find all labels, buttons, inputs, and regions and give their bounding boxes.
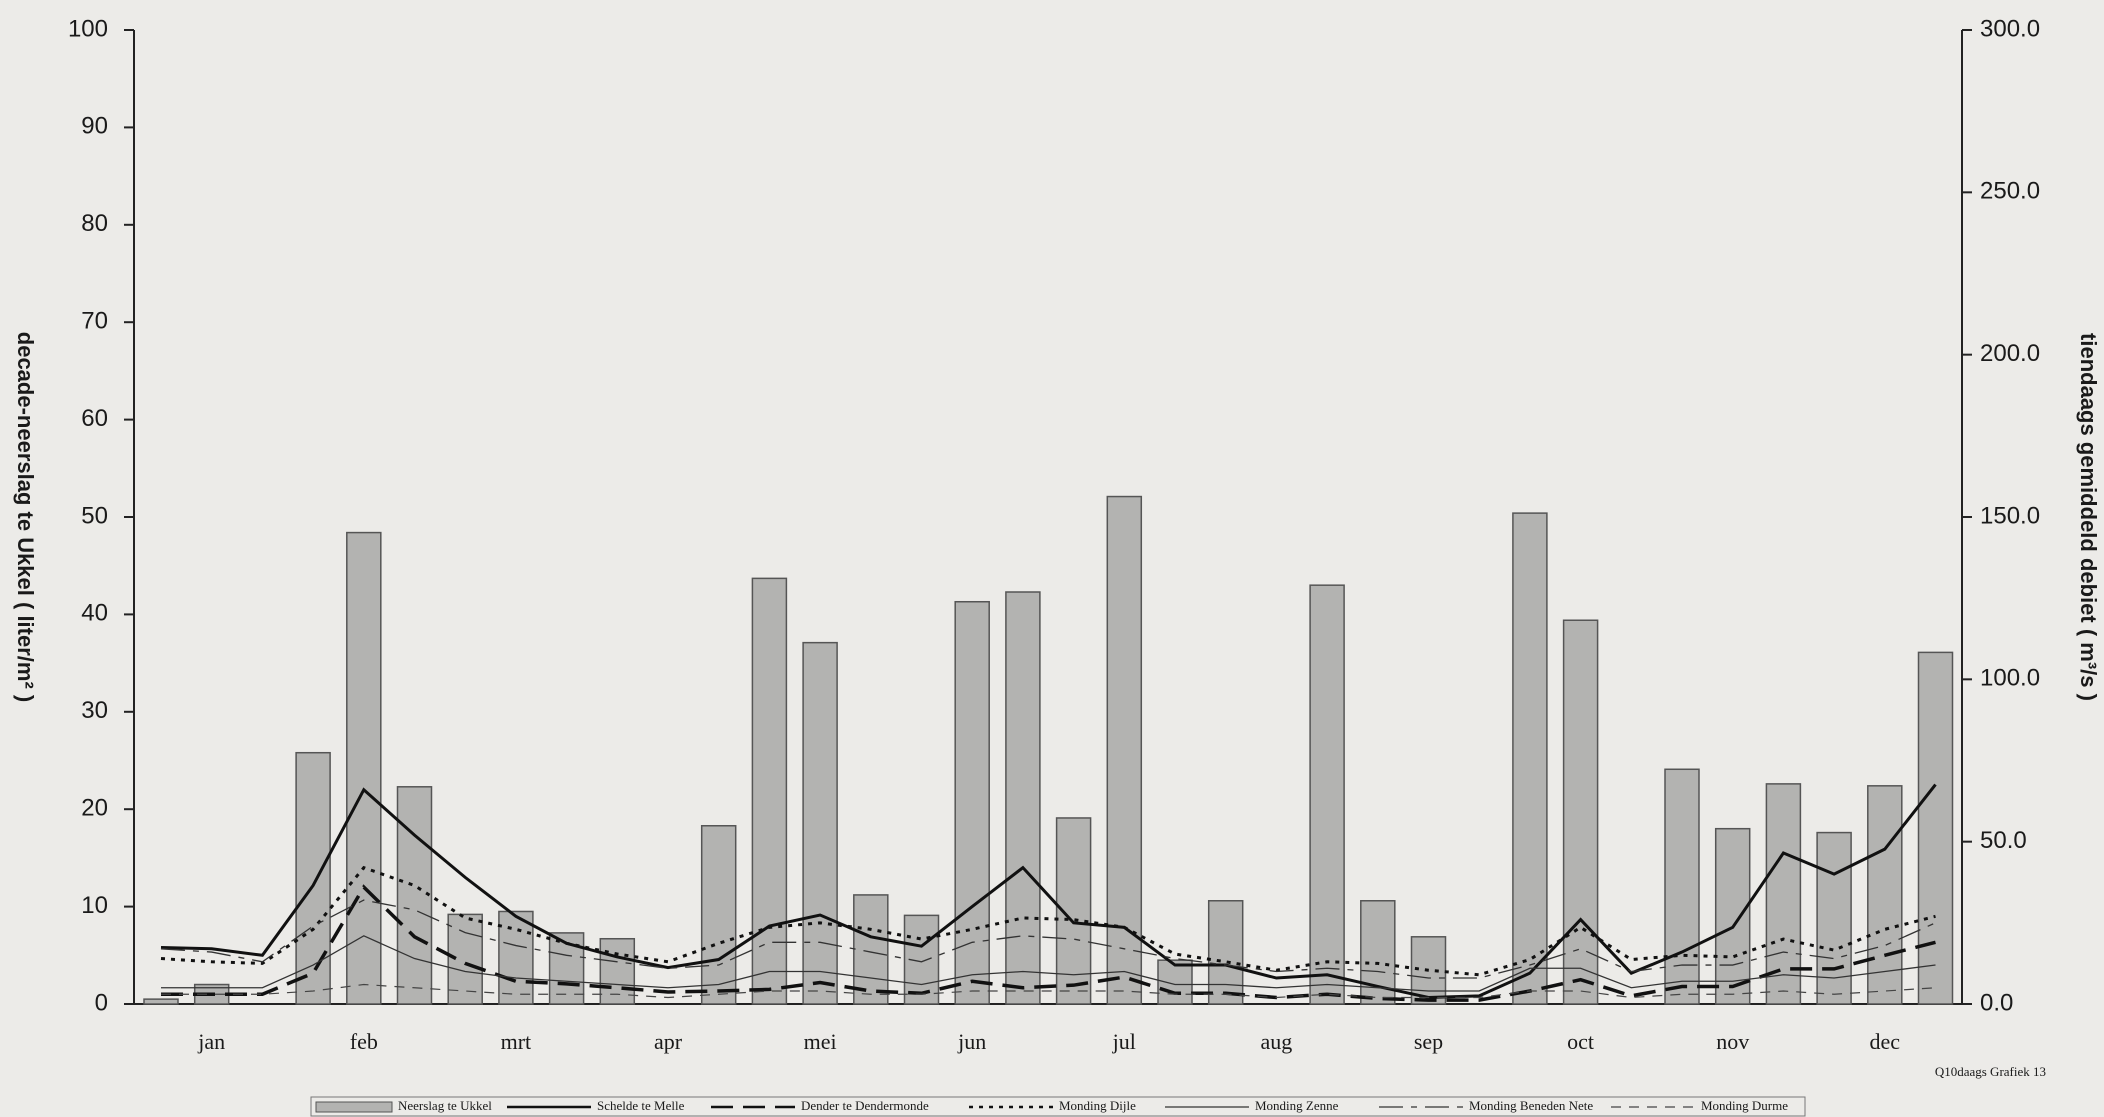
x-tick-label: mei [804, 1029, 837, 1054]
legend-label: Monding Dijle [1059, 1098, 1136, 1113]
x-tick-label: apr [654, 1029, 683, 1054]
bar [751, 577, 788, 1005]
y-tick-label: 80 [81, 210, 108, 237]
bar [700, 825, 737, 1005]
y-axis-title: decade-neerslag te Ukkel ( liter/m² ) [13, 332, 38, 702]
legend-label: Schelde te Melle [597, 1098, 685, 1113]
x-tick-label: jan [197, 1029, 225, 1054]
x-tick-label: oct [1567, 1029, 1594, 1054]
y2-tick-label: 150.0 [1980, 502, 2040, 529]
bar [1917, 651, 1954, 1005]
y2-tick-label: 200.0 [1980, 340, 2040, 367]
bar [447, 913, 483, 1005]
bar [1714, 827, 1751, 1005]
bar [295, 751, 331, 1005]
bar [1207, 900, 1244, 1005]
bar [599, 937, 636, 1005]
line [161, 983, 1936, 999]
y2-tick-label: 250.0 [1980, 178, 2040, 205]
bar [802, 641, 838, 1005]
y2-tick-label: 100.0 [1980, 665, 2040, 692]
legend-label: Monding Beneden Nete [1469, 1098, 1593, 1113]
bar [1005, 591, 1041, 1005]
bar [1512, 512, 1548, 1005]
line [161, 884, 1936, 1002]
y-tick-label: 10 [81, 892, 108, 919]
x-tick-label: mrt [501, 1029, 532, 1054]
y-tick-label: 20 [81, 795, 108, 822]
legend-box [310, 1096, 1806, 1117]
bar [1410, 936, 1447, 1005]
y2-axis-title: tiendaags gemiddeld debiet ( m³/s ) [2076, 333, 2101, 701]
legend-swatch [315, 1101, 393, 1113]
bar [1816, 831, 1852, 1005]
bar [1106, 495, 1143, 1005]
chart-note: Q10daags Grafiek 13 [1935, 1064, 2046, 1079]
y-tick-label: 100 [68, 15, 108, 42]
legend-label: Monding Durme [1701, 1098, 1788, 1113]
y2-tick-label: 50.0 [1980, 827, 2027, 854]
legend-label: Monding Zenne [1255, 1098, 1339, 1113]
y-tick-label: 70 [81, 308, 108, 335]
y2-tick-label: 0.0 [1980, 989, 2013, 1016]
bar [143, 998, 179, 1005]
line [161, 935, 1936, 992]
line [160, 865, 1936, 977]
x-tick-label: dec [1870, 1029, 1901, 1054]
bar [1765, 783, 1802, 1005]
legend-label: Dender te Dendermonde [801, 1098, 929, 1113]
x-tick-label: jun [957, 1029, 986, 1054]
x-tick-label: aug [1261, 1029, 1293, 1054]
line [160, 783, 1937, 1000]
bar [1562, 619, 1599, 1005]
bar [346, 531, 382, 1005]
x-tick-label: feb [350, 1029, 378, 1054]
y-tick-label: 60 [81, 405, 108, 432]
y-tick-label: 40 [81, 600, 108, 627]
x-tick-label: nov [1716, 1029, 1749, 1054]
bar [1309, 584, 1345, 1005]
legend-label: Neerslag te Ukkel [398, 1098, 492, 1113]
y-tick-label: 50 [81, 502, 108, 529]
bar [1664, 768, 1700, 1005]
x-tick-label: jul [1112, 1029, 1136, 1054]
bar [853, 894, 889, 1005]
y-tick-label: 90 [81, 113, 108, 140]
y2-tick-label: 300.0 [1980, 15, 2040, 42]
line [160, 899, 1936, 979]
y-tick-label: 0 [95, 989, 108, 1016]
bar [498, 910, 534, 1005]
bar [396, 786, 433, 1005]
x-tick-label: sep [1414, 1029, 1443, 1054]
y-tick-label: 30 [81, 697, 108, 724]
bar [1867, 785, 1903, 1005]
bar [954, 600, 990, 1005]
